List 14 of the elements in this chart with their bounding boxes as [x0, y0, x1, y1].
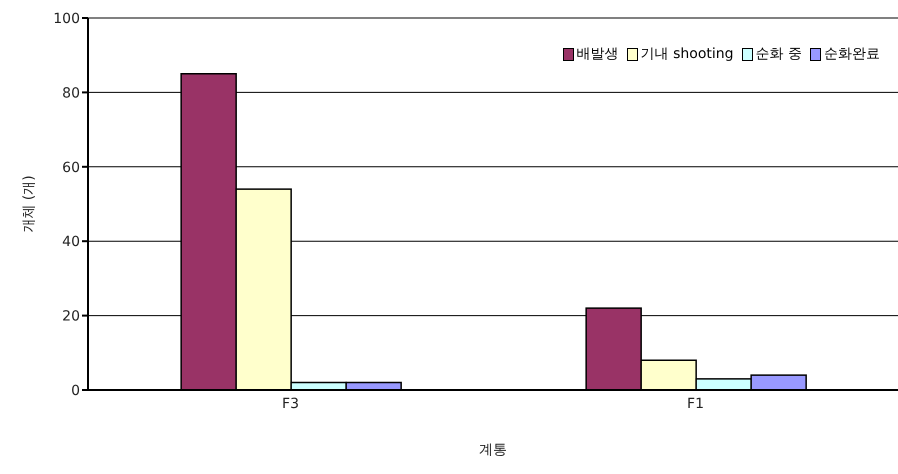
- legend-label: 기내 shooting: [640, 45, 734, 63]
- legend-label: 순화 중: [756, 45, 802, 63]
- y-tick-label: 80: [62, 85, 80, 102]
- y-axis-title: 개체 (개): [20, 175, 37, 233]
- y-tick-label: 0: [71, 382, 80, 399]
- legend-label: 배발생: [576, 45, 619, 63]
- x-tick-label: F1: [687, 396, 704, 412]
- y-tick-label: 60: [62, 160, 80, 176]
- y-tick-label: 100: [53, 10, 80, 27]
- x-tick-label: F3: [282, 396, 299, 412]
- y-tick-label: 40: [62, 234, 80, 250]
- legend-label: 순화완료: [824, 45, 880, 63]
- y-tick-label: 20: [62, 308, 80, 325]
- x-axis-title: 계통: [479, 442, 507, 458]
